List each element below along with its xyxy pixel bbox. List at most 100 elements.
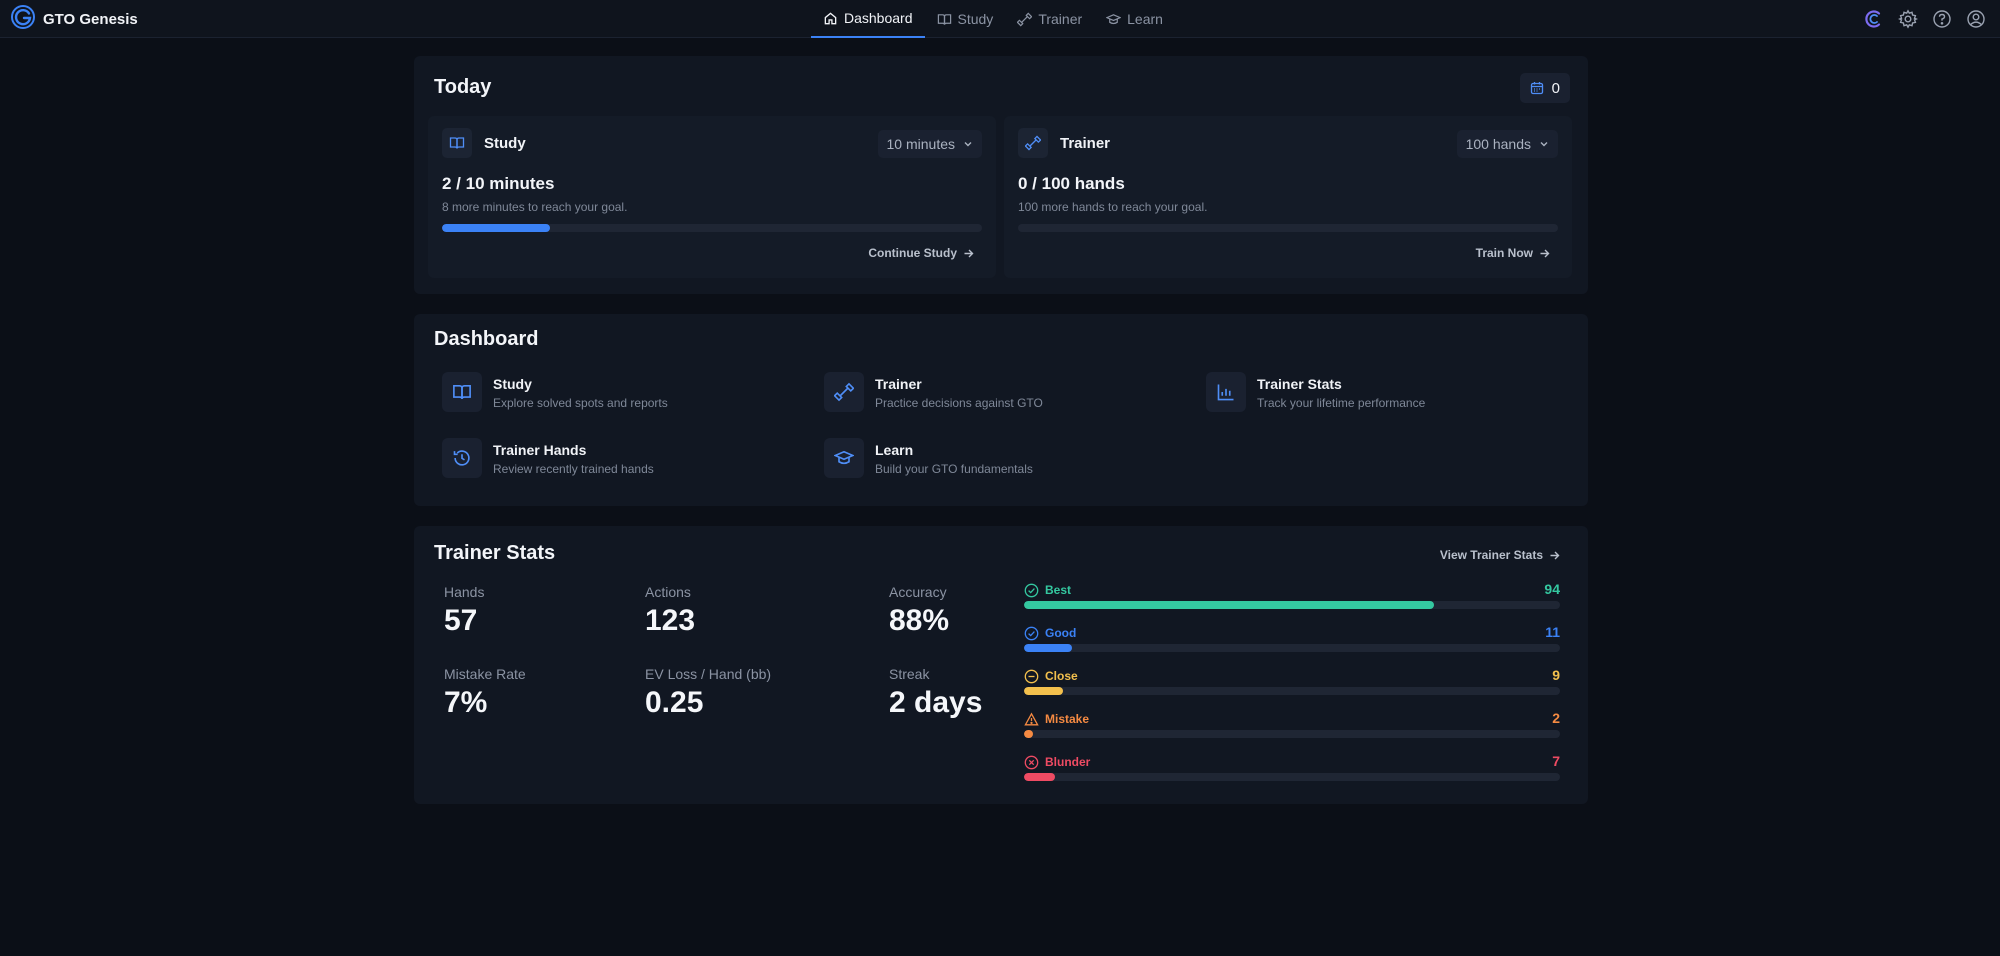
calendar-icon — [1530, 82, 1543, 95]
streak-count: 0 — [1551, 79, 1560, 97]
quality-bar — [1024, 601, 1560, 609]
stat-label: Actions — [645, 584, 691, 600]
top-navigation-bar: GTO Genesis Dashboard Study Trainer Lear… — [0, 0, 2000, 38]
book-icon — [442, 372, 482, 412]
continue-study-link[interactable]: Continue Study — [868, 246, 974, 260]
quality-row-best: Best 94 — [1024, 581, 1560, 617]
trainer-goal-card: Trainer 100 hands 0 / 100 hands 100 more… — [1004, 116, 1572, 278]
quality-bar-fill — [1024, 773, 1055, 781]
trainer-goal-value: 100 hands — [1465, 136, 1531, 152]
study-goal-card: Study 10 minutes 2 / 10 minutes 8 more m… — [428, 116, 996, 278]
quality-row-mistake: Mistake 2 — [1024, 710, 1560, 746]
stat-value: 57 — [444, 604, 478, 637]
dashboard-link-study[interactable]: Study Explore solved spots and reports — [442, 372, 802, 416]
stat-label: Streak — [889, 666, 930, 682]
nav-tab-label: Learn — [1127, 11, 1163, 27]
dashboard-link-trainer-hands[interactable]: Trainer Hands Review recently trained ha… — [442, 438, 802, 482]
stat-value: 0.25 — [645, 686, 704, 719]
quality-name: Good — [1045, 626, 1077, 640]
streak-chip[interactable]: 0 — [1519, 73, 1570, 103]
chevron-down-icon — [964, 142, 972, 147]
brand[interactable]: GTO Genesis — [10, 4, 138, 32]
quality-bar — [1024, 773, 1560, 781]
dashboard-link-title: Study — [493, 376, 532, 392]
history-icon — [442, 438, 482, 478]
stat-label: Mistake Rate — [444, 666, 526, 682]
book-icon — [937, 13, 951, 25]
study-goal-label: Study — [484, 135, 526, 152]
trainer-progress-subtext: 100 more hands to reach your goal. — [1018, 200, 1208, 214]
stat-accuracy: Accuracy 88% — [889, 584, 949, 638]
quality-name: Mistake — [1045, 712, 1090, 726]
main-nav: Dashboard Study Trainer Learn — [811, 0, 1175, 38]
home-icon — [824, 11, 837, 24]
stat-label: EV Loss / Hand (bb) — [645, 666, 772, 682]
user-profile-icon[interactable] — [1964, 7, 1988, 31]
quality-bar-fill — [1024, 601, 1434, 609]
dumbbell-icon — [824, 372, 864, 412]
study-progress-text: 2 / 10 minutes — [442, 174, 555, 193]
arrow-right-icon — [964, 249, 974, 257]
warning-triangle-icon — [1024, 712, 1039, 726]
trainer-progress-text: 0 / 100 hands — [1018, 174, 1125, 193]
help-circle-icon[interactable] — [1930, 7, 1954, 31]
trainer-goal-label: Trainer — [1060, 135, 1111, 152]
train-now-link[interactable]: Train Now — [1476, 246, 1550, 260]
minus-circle-icon — [1024, 669, 1039, 684]
settings-gear-icon[interactable] — [1896, 7, 1920, 31]
arrow-right-icon — [1550, 551, 1560, 559]
book-icon — [442, 128, 472, 158]
dashboard-link-trainer[interactable]: Trainer Practice decisions against GTO — [824, 372, 1184, 416]
quality-name: Best — [1045, 583, 1072, 597]
dumbbell-icon — [1018, 128, 1048, 158]
nav-tab-learn[interactable]: Learn — [1094, 0, 1175, 38]
nav-tab-study[interactable]: Study — [925, 0, 1006, 38]
stat-label: Accuracy — [889, 584, 947, 600]
nav-tab-trainer[interactable]: Trainer — [1005, 0, 1094, 38]
quality-bar-fill — [1024, 730, 1033, 738]
chevron-down-icon — [1540, 142, 1548, 147]
quality-bar-fill — [1024, 687, 1064, 695]
quality-row-good: Good 11 — [1024, 624, 1560, 660]
stat-ev-loss: EV Loss / Hand (bb) 0.25 — [645, 666, 771, 720]
quality-count: 11 — [1545, 624, 1560, 640]
dashboard-link-desc: Build your GTO fundamentals — [875, 462, 1033, 476]
continue-study-label: Continue Study — [868, 246, 957, 260]
view-trainer-stats-link[interactable]: View Trainer Stats — [1440, 548, 1560, 562]
dashboard-link-trainer-stats[interactable]: Trainer Stats Track your lifetime perfor… — [1206, 372, 1566, 416]
dashboard-link-desc: Practice decisions against GTO — [875, 396, 1043, 410]
quality-row-blunder: Blunder 7 — [1024, 753, 1560, 789]
quality-count: 7 — [1552, 753, 1560, 769]
nav-tab-label: Dashboard — [844, 10, 913, 26]
quality-name: Close — [1045, 669, 1078, 683]
view-trainer-stats-label: View Trainer Stats — [1439, 548, 1543, 562]
bar-chart-icon — [1206, 372, 1246, 412]
today-title: Today — [434, 76, 492, 98]
dashboard-link-learn[interactable]: Learn Build your GTO fundamentals — [824, 438, 1184, 482]
nav-tab-label: Trainer — [1038, 11, 1083, 27]
dashboard-link-title: Trainer Hands — [493, 442, 587, 458]
dashboard-link-desc: Track your lifetime performance — [1257, 396, 1426, 410]
train-now-label: Train Now — [1475, 246, 1533, 260]
stat-label: Hands — [444, 584, 485, 600]
trainer-goal-select[interactable]: 100 hands — [1456, 130, 1558, 158]
dumbbell-icon — [1017, 12, 1033, 26]
dashboard-title: Dashboard — [434, 328, 539, 350]
top-right-actions — [1862, 7, 1988, 31]
spinner-logo-icon[interactable] — [1862, 7, 1886, 31]
app-name: GTO Genesis — [43, 10, 138, 28]
study-goal-value: 10 minutes — [886, 136, 955, 152]
graduation-cap-icon — [824, 438, 864, 478]
study-goal-select[interactable]: 10 minutes — [877, 130, 982, 158]
study-progress-fill — [442, 224, 550, 232]
stat-value: 2 days — [889, 686, 983, 719]
quality-bar — [1024, 687, 1560, 695]
quality-count: 94 — [1544, 581, 1560, 597]
study-progress-subtext: 8 more minutes to reach your goal. — [442, 200, 628, 214]
nav-tab-dashboard[interactable]: Dashboard — [811, 0, 925, 38]
dashboard-link-desc: Review recently trained hands — [493, 462, 654, 476]
study-progress-bar — [442, 224, 982, 232]
quality-bar — [1024, 730, 1560, 738]
quality-row-close: Close 9 — [1024, 667, 1560, 703]
stat-value: 123 — [645, 604, 696, 637]
